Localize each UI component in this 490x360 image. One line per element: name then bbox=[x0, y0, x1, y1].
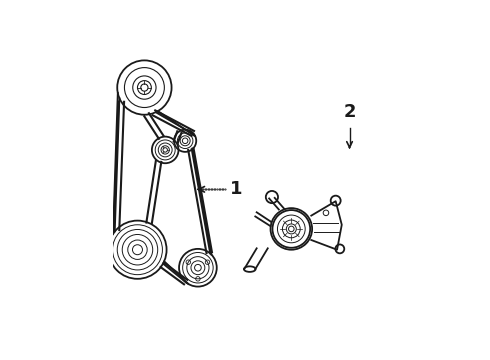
Text: 1: 1 bbox=[230, 180, 243, 198]
Text: 2: 2 bbox=[343, 103, 356, 121]
